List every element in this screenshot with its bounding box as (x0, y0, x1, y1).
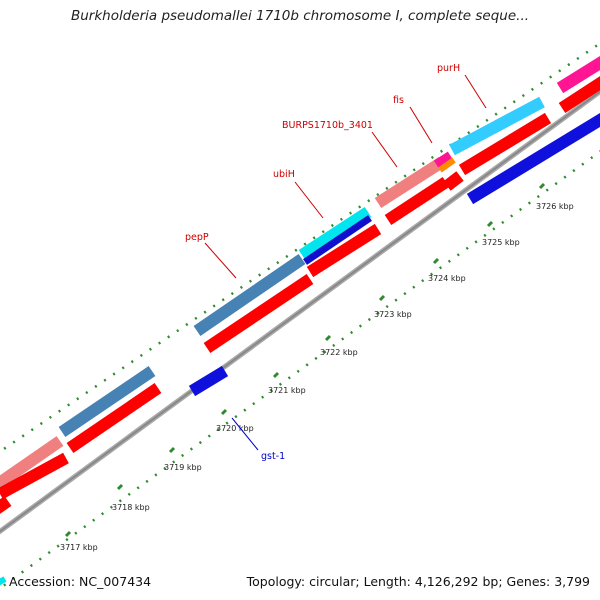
gene-cyan-corner[interactable] (0, 576, 7, 586)
gene-blue-ubiH[interactable] (303, 215, 372, 265)
gene-label-burps[interactable]: BURPS1710b_3401 (282, 120, 373, 131)
gene-magenta-right[interactable] (556, 56, 600, 94)
cds-red-features (0, 76, 600, 514)
tick-label: 3717 kbp (60, 543, 98, 552)
gene-burps[interactable] (374, 156, 446, 209)
tick-label: 3723 kbp (374, 310, 412, 319)
gene-orange[interactable] (438, 157, 456, 173)
gene-label-pepP[interactable]: pepP (185, 232, 209, 243)
cds-red-4[interactable] (203, 274, 314, 353)
gene-salmon-left[interactable] (0, 436, 64, 490)
outer-tick-ring (0, 41, 600, 454)
kbp-ticks (64, 182, 546, 538)
label-leaders (204, 74, 487, 451)
cds-red-9[interactable] (558, 76, 600, 114)
tick-label: 3724 kbp (428, 274, 466, 283)
tick-label: 3726 kbp (536, 202, 574, 211)
gene-label-purH[interactable]: purH (437, 63, 460, 74)
tick-label: 3722 kbp (320, 348, 358, 357)
gene-blue-right[interactable] (466, 113, 600, 205)
tick-label: 3718 kbp (112, 503, 150, 512)
cds-red-8[interactable] (458, 112, 552, 176)
cds-red-6[interactable] (384, 176, 450, 226)
gene-ubiH[interactable] (298, 206, 372, 261)
inner-tick-ring (0, 150, 600, 590)
cds-red-5[interactable] (306, 223, 382, 278)
gene-gst-1[interactable] (188, 365, 229, 397)
gene-label-fis[interactable]: fis (393, 95, 404, 106)
kbp-labels: 3717 kbp 3718 kbp 3719 kbp 3720 kbp 3721… (60, 202, 574, 552)
gene-label-ubiH[interactable]: ubiH (273, 169, 295, 180)
gene-steelblue-left[interactable] (58, 366, 156, 437)
cds-red-1[interactable] (0, 496, 12, 514)
tick-label: 3725 kbp (482, 238, 520, 247)
summary-text: Topology: circular; Length: 4,126,292 bp… (246, 574, 590, 589)
backbone-line-inner (0, 90, 600, 533)
tick-label: 3720 kbp (216, 424, 254, 433)
gene-fis[interactable] (433, 151, 453, 168)
accession-text: Accession: NC_007434 (9, 574, 152, 589)
gene-purH[interactable] (449, 96, 545, 156)
cds-red-2[interactable] (0, 452, 69, 500)
gene-label-gst-1[interactable]: gst-1 (261, 451, 285, 462)
cds-red-7[interactable] (443, 171, 464, 191)
gene-pepP[interactable] (193, 254, 306, 336)
tick-label: 3721 kbp (268, 386, 306, 395)
map-title: Burkholderia pseudomallei 1710b chromoso… (70, 8, 530, 24)
forward-strand-features (0, 56, 600, 490)
tick-label: 3719 kbp (164, 463, 202, 472)
cds-red-3[interactable] (66, 383, 162, 453)
